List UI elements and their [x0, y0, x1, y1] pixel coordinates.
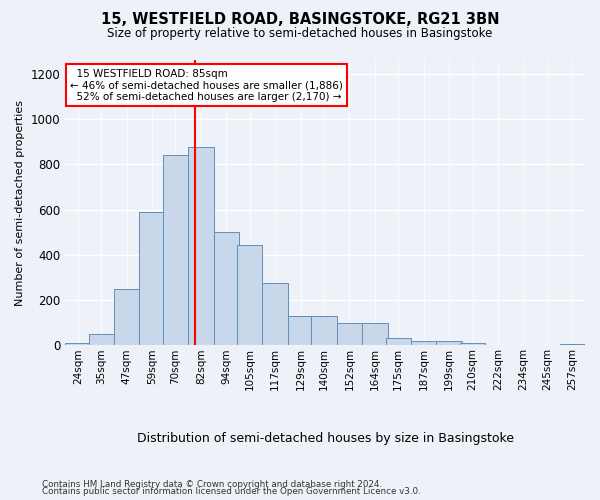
Bar [485, 344, 511, 346]
Bar [237, 244, 262, 346]
Y-axis label: Number of semi-detached properties: Number of semi-detached properties [15, 100, 25, 306]
Bar [337, 323, 362, 345]
Text: Size of property relative to semi-detached houses in Basingstoke: Size of property relative to semi-detach… [107, 28, 493, 40]
Bar [89, 334, 114, 345]
Bar [362, 323, 388, 345]
Text: Contains HM Land Registry data © Crown copyright and database right 2024.: Contains HM Land Registry data © Crown c… [42, 480, 382, 489]
Bar [460, 342, 485, 345]
Bar [214, 232, 239, 345]
Bar [262, 283, 288, 346]
Bar [114, 289, 139, 346]
Bar [65, 343, 91, 345]
X-axis label: Distribution of semi-detached houses by size in Basingstoke: Distribution of semi-detached houses by … [137, 432, 514, 445]
Bar [311, 316, 337, 346]
Text: 15 WESTFIELD ROAD: 85sqm
← 46% of semi-detached houses are smaller (1,886)
  52%: 15 WESTFIELD ROAD: 85sqm ← 46% of semi-d… [70, 68, 343, 102]
Bar [163, 155, 188, 346]
Bar [436, 342, 462, 345]
Bar [188, 147, 214, 346]
Bar [411, 342, 436, 345]
Bar [386, 338, 411, 345]
Text: 15, WESTFIELD ROAD, BASINGSTOKE, RG21 3BN: 15, WESTFIELD ROAD, BASINGSTOKE, RG21 3B… [101, 12, 499, 28]
Bar [288, 316, 313, 346]
Bar [139, 212, 165, 346]
Text: Contains public sector information licensed under the Open Government Licence v3: Contains public sector information licen… [42, 487, 421, 496]
Bar [560, 344, 585, 345]
